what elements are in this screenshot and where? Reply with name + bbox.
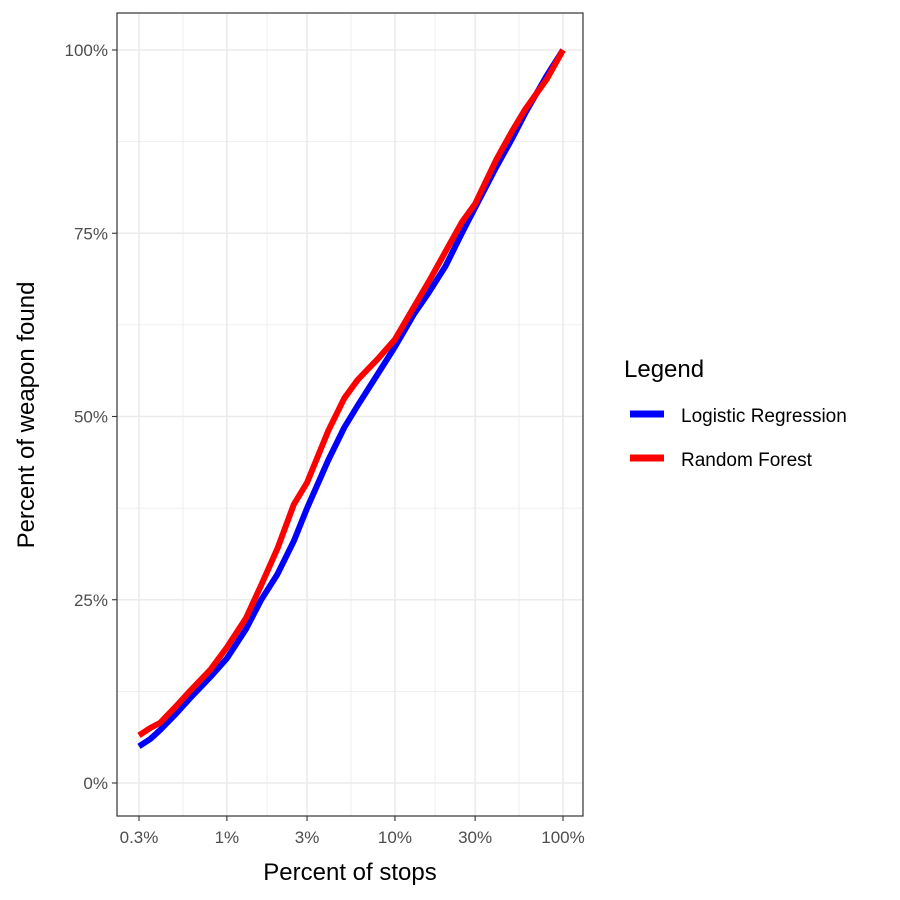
x-axis-title: Percent of stops: [263, 859, 436, 886]
y-axis: 0% 25% 50% 75% 100%: [65, 41, 117, 793]
y-tick-label: 0%: [83, 774, 108, 793]
x-tick-label: 100%: [541, 828, 584, 847]
legend-title: Legend: [624, 356, 704, 383]
series-line-random-forest: [137, 48, 566, 738]
y-tick-label: 100%: [65, 41, 108, 60]
y-tick-label: 75%: [74, 224, 108, 243]
x-tick-label: 3%: [295, 828, 320, 847]
y-tick-label: 50%: [74, 408, 108, 427]
x-tick-label: 1%: [215, 828, 240, 847]
x-tick-label: 30%: [458, 828, 492, 847]
y-axis-title: Percent of weapon found: [13, 282, 40, 549]
x-tick-label: 0.3%: [120, 828, 159, 847]
legend-label-random-forest: Random Forest: [681, 450, 813, 471]
plot-border: [116, 12, 584, 817]
y-tick-label: 25%: [74, 591, 108, 610]
legend: Legend Logistic Regression Random Forest: [624, 356, 847, 471]
x-tick-label: 10%: [378, 828, 412, 847]
legend-label-logistic-regression: Logistic Regression: [681, 406, 847, 427]
grid-major: [117, 13, 583, 816]
series-layer: [137, 48, 566, 749]
x-axis: 0.3% 1% 3% 10% 30% 100%: [120, 816, 585, 847]
